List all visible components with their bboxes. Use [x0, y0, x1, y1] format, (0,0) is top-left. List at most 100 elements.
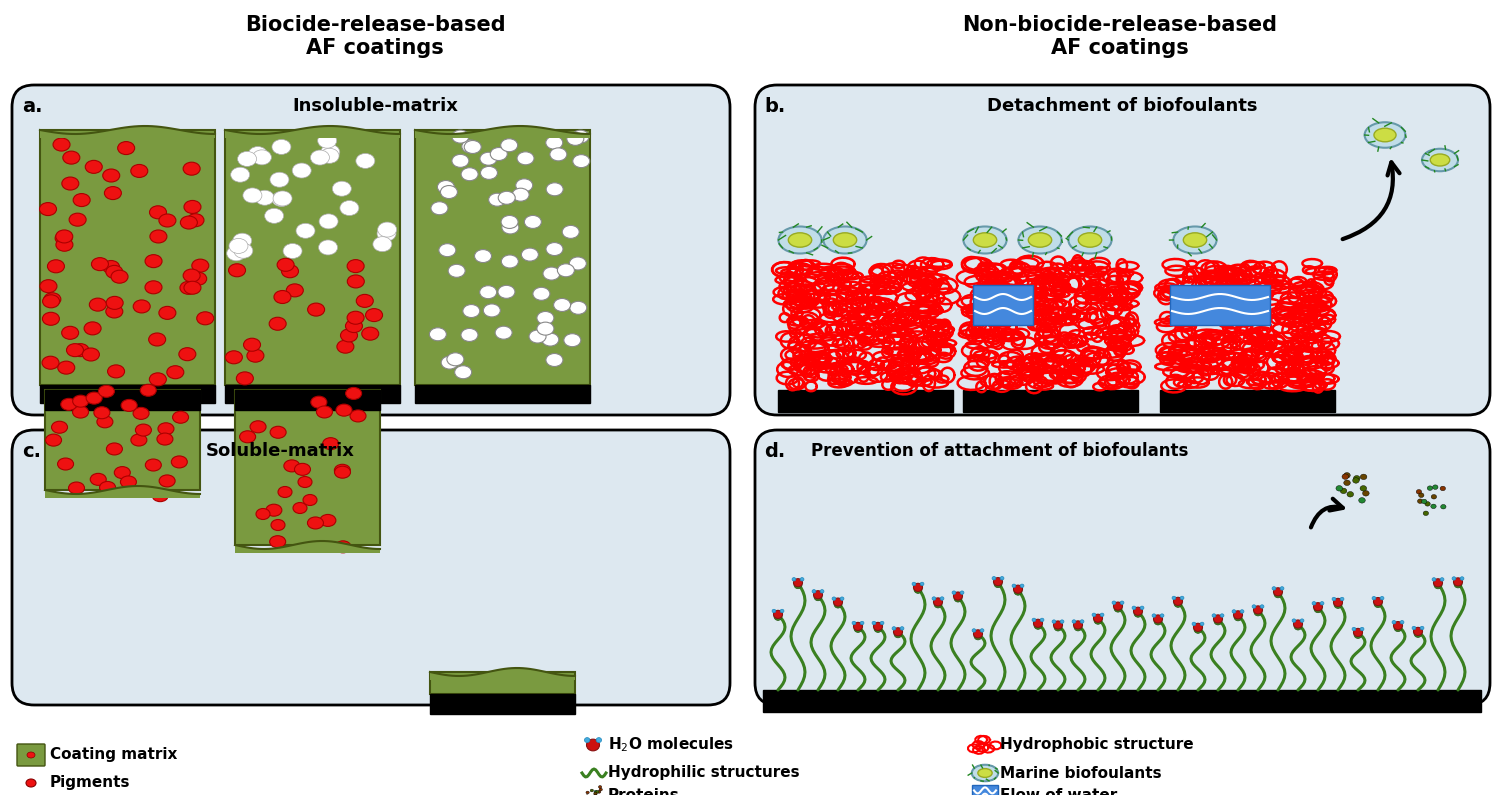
Ellipse shape: [275, 290, 291, 304]
Ellipse shape: [572, 130, 588, 143]
Ellipse shape: [528, 330, 546, 343]
Ellipse shape: [284, 243, 302, 258]
Bar: [1169, 285, 1270, 325]
Ellipse shape: [501, 139, 518, 152]
Ellipse shape: [320, 149, 339, 163]
Ellipse shape: [1414, 627, 1423, 635]
Ellipse shape: [920, 582, 925, 586]
Ellipse shape: [308, 303, 324, 316]
Ellipse shape: [491, 148, 507, 161]
Ellipse shape: [347, 311, 365, 324]
Ellipse shape: [1220, 614, 1223, 617]
Ellipse shape: [1421, 499, 1427, 504]
Ellipse shape: [299, 476, 312, 487]
Ellipse shape: [1183, 233, 1207, 247]
Ellipse shape: [554, 298, 570, 312]
Ellipse shape: [1360, 486, 1366, 491]
Ellipse shape: [596, 738, 602, 743]
Ellipse shape: [86, 161, 102, 173]
Ellipse shape: [452, 154, 468, 168]
Ellipse shape: [311, 396, 327, 408]
Ellipse shape: [462, 140, 479, 153]
Ellipse shape: [546, 183, 563, 196]
Ellipse shape: [1460, 576, 1463, 580]
Ellipse shape: [594, 790, 597, 793]
Bar: [1160, 390, 1334, 412]
Ellipse shape: [42, 312, 60, 325]
Ellipse shape: [185, 200, 201, 213]
Bar: [45, 390, 200, 490]
Circle shape: [895, 630, 902, 638]
Ellipse shape: [72, 406, 89, 418]
Ellipse shape: [57, 458, 74, 470]
Circle shape: [1094, 616, 1102, 624]
Ellipse shape: [599, 785, 602, 789]
Ellipse shape: [546, 242, 563, 255]
Ellipse shape: [53, 138, 71, 151]
Ellipse shape: [1363, 491, 1369, 496]
Circle shape: [1054, 623, 1063, 631]
Ellipse shape: [564, 334, 581, 347]
Ellipse shape: [461, 168, 479, 180]
Ellipse shape: [180, 281, 197, 294]
Ellipse shape: [159, 306, 176, 320]
Ellipse shape: [452, 130, 468, 143]
Ellipse shape: [1253, 606, 1262, 614]
Ellipse shape: [26, 779, 36, 787]
Ellipse shape: [533, 287, 549, 301]
Ellipse shape: [1424, 502, 1430, 506]
Ellipse shape: [167, 366, 183, 378]
Ellipse shape: [853, 621, 856, 625]
Ellipse shape: [1343, 480, 1351, 486]
Text: Soluble-matrix: Soluble-matrix: [206, 442, 354, 460]
Circle shape: [794, 580, 802, 589]
Ellipse shape: [1417, 490, 1421, 494]
Ellipse shape: [1261, 605, 1264, 608]
Ellipse shape: [1081, 620, 1084, 623]
Ellipse shape: [480, 152, 497, 165]
Circle shape: [1414, 630, 1421, 638]
Ellipse shape: [266, 504, 282, 516]
Ellipse shape: [781, 609, 784, 613]
Ellipse shape: [501, 221, 519, 234]
Ellipse shape: [90, 473, 107, 486]
Ellipse shape: [1430, 154, 1450, 166]
Circle shape: [1075, 623, 1082, 631]
Ellipse shape: [1427, 486, 1432, 491]
Ellipse shape: [788, 233, 812, 247]
Ellipse shape: [105, 187, 122, 200]
Ellipse shape: [800, 578, 805, 581]
Ellipse shape: [107, 297, 123, 309]
Bar: [973, 785, 998, 795]
Ellipse shape: [62, 177, 80, 190]
Ellipse shape: [521, 248, 539, 261]
Ellipse shape: [1252, 605, 1256, 608]
Ellipse shape: [308, 517, 323, 529]
Ellipse shape: [480, 285, 497, 299]
Ellipse shape: [149, 333, 165, 346]
Ellipse shape: [183, 269, 200, 282]
Ellipse shape: [1358, 498, 1366, 503]
Text: b.: b.: [764, 97, 785, 116]
Bar: [778, 390, 953, 412]
Ellipse shape: [321, 145, 339, 160]
Ellipse shape: [179, 347, 195, 361]
Ellipse shape: [339, 200, 359, 215]
Ellipse shape: [255, 190, 275, 205]
Ellipse shape: [973, 629, 976, 632]
Text: Proteins: Proteins: [608, 788, 680, 795]
Ellipse shape: [1112, 601, 1115, 604]
Ellipse shape: [1391, 620, 1396, 624]
Ellipse shape: [95, 407, 110, 419]
Ellipse shape: [833, 598, 842, 606]
Ellipse shape: [120, 476, 137, 488]
Ellipse shape: [1433, 579, 1442, 587]
Ellipse shape: [372, 237, 392, 252]
Circle shape: [1294, 622, 1301, 630]
Ellipse shape: [824, 227, 866, 254]
Text: Flow of water: Flow of water: [1000, 788, 1117, 795]
Ellipse shape: [1313, 603, 1322, 611]
Ellipse shape: [335, 466, 351, 479]
Ellipse shape: [273, 191, 293, 206]
Ellipse shape: [356, 294, 374, 308]
